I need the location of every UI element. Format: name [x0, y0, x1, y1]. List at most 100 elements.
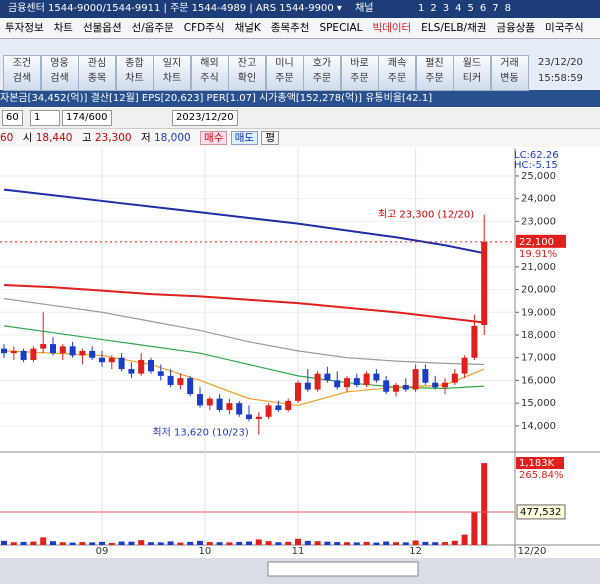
- y-tick-label: 14,000: [521, 421, 556, 432]
- volume-bar: [275, 542, 282, 545]
- y-tick-label: 23,000: [521, 216, 556, 227]
- moving-average: [3, 350, 485, 407]
- menu-item[interactable]: 선/옵주문: [131, 22, 174, 34]
- volume-bar: [50, 541, 56, 545]
- y-tick-label: 16,000: [521, 375, 556, 386]
- menu-item[interactable]: CFD주식: [183, 22, 225, 34]
- last-volume: 1,183K: [519, 458, 555, 469]
- toolbar-button[interactable]: 종합 차트: [115, 55, 154, 91]
- menu-item[interactable]: 차트: [53, 22, 73, 34]
- volume-bar: [177, 542, 184, 545]
- period[interactable]: 60: [2, 110, 23, 126]
- button-line: 관심: [87, 58, 107, 69]
- volume-bar: [344, 542, 350, 545]
- avg-button[interactable]: 평: [261, 131, 280, 145]
- toolbar-button[interactable]: 해외 주식: [190, 55, 229, 91]
- volume-change: 265.84%: [519, 470, 564, 481]
- workspace-number[interactable]: 8: [504, 3, 511, 14]
- button-line: 변동: [500, 73, 519, 84]
- top-bar: 금융센터 1544-9000/1544-9911 | 주문 1544-4989 …: [0, 0, 600, 18]
- y-tick-label: 20,000: [521, 285, 556, 296]
- moving-average: [3, 325, 485, 389]
- workspace-number[interactable]: 7: [492, 3, 499, 14]
- volume-bar: [314, 541, 321, 545]
- candle-body: [265, 405, 272, 417]
- button-line: 거래: [500, 58, 519, 69]
- x-tick-label: 09: [96, 546, 109, 557]
- company-info: 자본금[34,452(억)] 결산[12월] EPS[20,623] PER[1…: [0, 93, 433, 104]
- volume-bar: [59, 542, 66, 545]
- toolbar-button[interactable]: 펼친 주문: [415, 55, 454, 91]
- y-tick-label: 17,000: [521, 353, 556, 364]
- candle-body: [10, 350, 17, 354]
- workspace-number[interactable]: 6: [479, 3, 487, 14]
- menu-item[interactable]: 종목추천: [270, 22, 310, 34]
- toolbar-button[interactable]: 호가 주문: [303, 55, 341, 91]
- x-tick-label: 11: [292, 546, 305, 557]
- workspace-number[interactable]: 2: [430, 3, 437, 14]
- candle-body: [402, 384, 409, 390]
- volume-bar: [89, 542, 96, 545]
- candle-body: [206, 398, 213, 406]
- high-label: 고: [81, 132, 92, 144]
- candle-body: [422, 369, 429, 383]
- buy-button[interactable]: 매수: [200, 131, 228, 145]
- controls: 60 1 174/600 2023/12/20: [0, 108, 600, 129]
- menu-item[interactable]: 빅데이터: [372, 22, 412, 34]
- candle-body: [295, 382, 301, 401]
- volume-bar: [295, 538, 301, 545]
- menu-item[interactable]: 채널K: [234, 22, 261, 34]
- count[interactable]: 174/600: [62, 110, 112, 126]
- button-line: 티커: [462, 73, 482, 84]
- volume-bar: [206, 542, 213, 545]
- candle-body: [157, 371, 164, 376]
- menu-item[interactable]: 금융상품: [496, 22, 536, 34]
- button-line: 주문: [387, 73, 407, 84]
- button-line: 조건: [12, 58, 32, 69]
- toolbar-button[interactable]: 쾌속 주문: [378, 55, 416, 91]
- candle-body: [89, 350, 96, 358]
- volume-bar: [167, 541, 174, 545]
- workspace-number[interactable]: 3: [442, 3, 450, 14]
- menu-bar: 투자정보 차트 선물옵션 선/옵주문 CFD주식 채널K 종목추천 SPECIAL 빅데이터 EL…: [0, 18, 600, 39]
- volume-bar: [1, 540, 7, 545]
- menu-item[interactable]: 미국주식: [545, 22, 584, 34]
- volume-bar: [481, 463, 488, 545]
- toolbar-button[interactable]: 영웅 검색: [40, 55, 79, 91]
- workspace-number[interactable]: 5: [467, 3, 474, 14]
- workspace-number[interactable]: 4: [455, 3, 462, 14]
- candle-body: [177, 378, 184, 385]
- scroll-control[interactable]: [267, 561, 419, 577]
- candle-body: [138, 359, 145, 374]
- channel[interactable]: 채널: [355, 3, 374, 14]
- menu-item[interactable]: SPECIAL: [319, 22, 363, 34]
- menu-item[interactable]: 선물옵션: [82, 22, 122, 34]
- volume-bar: [373, 542, 380, 545]
- step[interactable]: 1: [30, 110, 60, 126]
- candle-body: [275, 405, 282, 410]
- toolbar-button[interactable]: 잔고 확인: [228, 55, 266, 91]
- candle-body: [79, 350, 86, 356]
- toolbar-button[interactable]: 바로 주문: [340, 55, 379, 91]
- candle-body: [20, 350, 27, 360]
- button-line: 종목: [87, 73, 107, 84]
- y-tick-label: 24,000: [521, 194, 556, 205]
- toolbar-button[interactable]: 일지 차트: [153, 55, 191, 91]
- volume-bar: [451, 540, 458, 545]
- volume-bar: [187, 541, 194, 545]
- date-input[interactable]: 2023/12/20: [172, 110, 238, 126]
- menu-item[interactable]: ELS/ELB/채권: [421, 22, 487, 34]
- toolbar-button[interactable]: 미니 주문: [265, 55, 304, 91]
- toolbar-button[interactable]: 월드 티커: [453, 55, 491, 91]
- menu-item[interactable]: 투자정보: [5, 22, 44, 34]
- last-date: 12/20: [518, 546, 547, 557]
- workspace-number[interactable]: 1: [418, 3, 425, 14]
- volume-bar: [412, 540, 419, 545]
- volume-bar: [79, 542, 86, 545]
- toolbar-button[interactable]: 조건 검색: [3, 55, 41, 91]
- sell-button[interactable]: 매도: [230, 131, 259, 145]
- y-tick-label: 15,000: [521, 398, 556, 409]
